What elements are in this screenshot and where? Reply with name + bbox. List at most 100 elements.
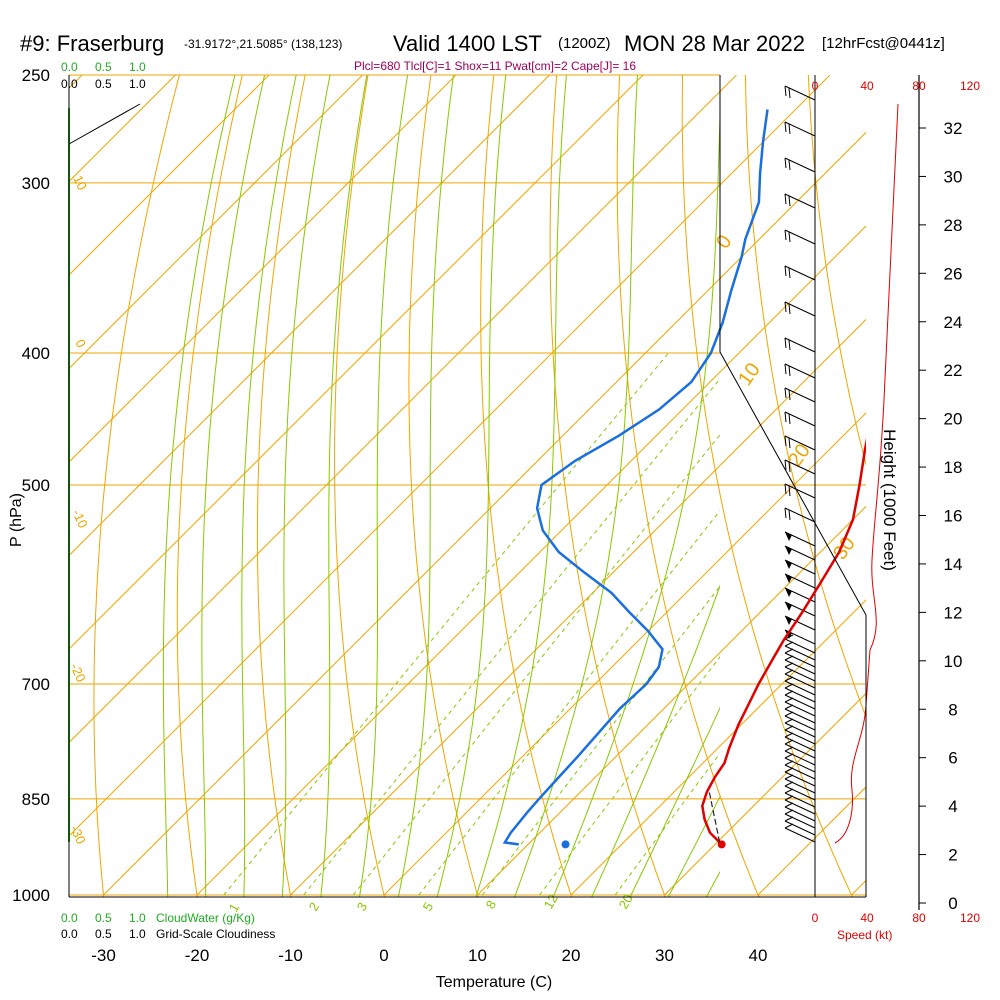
wind-barb bbox=[784, 669, 816, 689]
forecast-info: [12hrFcst@0441z] bbox=[822, 35, 945, 52]
moist-adiabat bbox=[514, 75, 639, 897]
mixing-ratio-label: 3 bbox=[354, 900, 371, 914]
temp-tick--10: -10 bbox=[278, 946, 303, 965]
wind-barb bbox=[784, 459, 816, 475]
wind-barb bbox=[784, 85, 816, 101]
cloudiness-bottom-0: 0.0 bbox=[61, 927, 78, 941]
isotherm-line bbox=[69, 75, 270, 276]
speed-top-2: 80 bbox=[912, 79, 926, 93]
dry-adiabat bbox=[334, 75, 385, 897]
speed-caption: Speed (kt) bbox=[837, 928, 892, 942]
dry-adiabat-label: -30 bbox=[67, 823, 89, 846]
isotherm-line bbox=[69, 75, 363, 370]
wind-barb bbox=[784, 265, 816, 281]
wind-barb bbox=[784, 816, 816, 836]
valid-time: Valid 1400 LST bbox=[393, 31, 542, 56]
speed-top-3: 120 bbox=[960, 79, 980, 93]
dry-adiabat bbox=[807, 75, 866, 467]
mixing-ratio-lines bbox=[223, 352, 720, 896]
height-tick-16: 16 bbox=[944, 507, 963, 526]
wind-barb bbox=[784, 809, 816, 829]
temp-tick-10: 10 bbox=[468, 946, 487, 965]
moist-adiabat bbox=[591, 584, 720, 897]
wind-barb bbox=[784, 683, 816, 703]
x-axis-title: Temperature (C) bbox=[436, 974, 552, 991]
pressure-tick-700: 700 bbox=[22, 675, 50, 694]
moist-adiabat bbox=[320, 75, 368, 897]
wind-barb bbox=[784, 746, 816, 766]
cloudiness-top-1: 0.5 bbox=[95, 77, 112, 91]
height-tick-18: 18 bbox=[944, 458, 963, 477]
isotherm-line bbox=[69, 75, 550, 557]
wind-barb bbox=[784, 301, 816, 317]
temp-tick-40: 40 bbox=[749, 946, 768, 965]
cloudwater-bottom-1: 0.5 bbox=[95, 911, 112, 925]
wind-barb bbox=[784, 121, 816, 137]
wind-barb bbox=[784, 718, 816, 738]
mixing-ratio-3 bbox=[352, 434, 720, 896]
isotherm-line bbox=[290, 318, 866, 896]
speed-bottom-0: 0 bbox=[812, 911, 819, 925]
pressure-tick-250: 250 bbox=[22, 66, 50, 85]
cloudiness-top-2: 1.0 bbox=[129, 77, 146, 91]
speed-scale: 0 40 80 120 0 40 80 120 Speed (kt) bbox=[812, 79, 981, 942]
speed-top-1: 40 bbox=[860, 79, 874, 93]
tropopause-boundary bbox=[719, 351, 867, 616]
isotherm-line bbox=[69, 75, 644, 650]
speed-top-0: 0 bbox=[812, 79, 819, 93]
temp-tick--30: -30 bbox=[91, 946, 116, 965]
wind-barb bbox=[784, 795, 816, 815]
wind-speed-profile bbox=[834, 103, 899, 844]
height-tick-8: 8 bbox=[948, 700, 957, 719]
height-tick-26: 26 bbox=[944, 264, 963, 283]
mixing-ratio-label: 20 bbox=[616, 891, 636, 911]
dry-adiabat bbox=[932, 51, 1000, 924]
wind-barb bbox=[784, 697, 816, 717]
wind-barb bbox=[784, 411, 816, 427]
wind-barb bbox=[784, 531, 816, 547]
wind-barb bbox=[784, 781, 816, 801]
mixing-ratio-12 bbox=[539, 655, 720, 896]
dry-adiabat-label: 10 bbox=[70, 173, 90, 192]
temp-tick-30: 30 bbox=[655, 946, 674, 965]
wind-barb bbox=[784, 760, 816, 780]
mixing-ratio-20 bbox=[614, 752, 720, 896]
mixing-ratio-5 bbox=[418, 509, 720, 896]
pressure-tick-1000: 1000 bbox=[12, 886, 50, 905]
isotherm-line bbox=[196, 225, 866, 896]
height-tick-2: 2 bbox=[948, 846, 957, 865]
wind-barb bbox=[784, 767, 816, 787]
height-tick-28: 28 bbox=[944, 216, 963, 235]
dry-adiabat bbox=[480, 75, 573, 897]
y-axis-title: P (hPa) bbox=[8, 493, 25, 547]
temp-tick--20: -20 bbox=[185, 946, 210, 965]
isotherm-line bbox=[945, 75, 1000, 895]
dry-adiabat-label: -20 bbox=[67, 661, 89, 684]
wind-barb bbox=[784, 615, 816, 631]
height-tick-14: 14 bbox=[944, 555, 963, 574]
temp-tick-20: 20 bbox=[562, 946, 581, 965]
height-tick-12: 12 bbox=[944, 603, 963, 622]
height-tick-10: 10 bbox=[944, 652, 963, 671]
valid-date: MON 28 Mar 2022 bbox=[624, 31, 805, 56]
height-tick-30: 30 bbox=[944, 167, 963, 186]
dry-adiabat bbox=[408, 75, 479, 897]
dewpoint-trace bbox=[502, 109, 769, 846]
height-axis-title: Height (1000 Feet) bbox=[880, 429, 899, 571]
dry-adiabat bbox=[744, 75, 866, 719]
wind-barb bbox=[784, 662, 816, 682]
dry-adiabat bbox=[616, 75, 760, 897]
moist-adiabat bbox=[552, 103, 720, 897]
mixing-ratio-1 bbox=[223, 352, 669, 896]
dry-adiabat-label: 0 bbox=[712, 231, 736, 253]
wind-barb bbox=[784, 559, 816, 575]
cloudwater-caption: CloudWater (g/Kg) bbox=[156, 911, 255, 925]
wind-barb bbox=[784, 507, 816, 523]
dry-adiabat bbox=[681, 75, 853, 897]
surface-temperature-marker bbox=[717, 840, 726, 849]
wind-barb bbox=[784, 157, 816, 173]
station-coords: -31.9172°,21.5085° (138,123) bbox=[184, 37, 342, 51]
wind-barb bbox=[784, 704, 816, 724]
wind-barb bbox=[784, 725, 816, 745]
